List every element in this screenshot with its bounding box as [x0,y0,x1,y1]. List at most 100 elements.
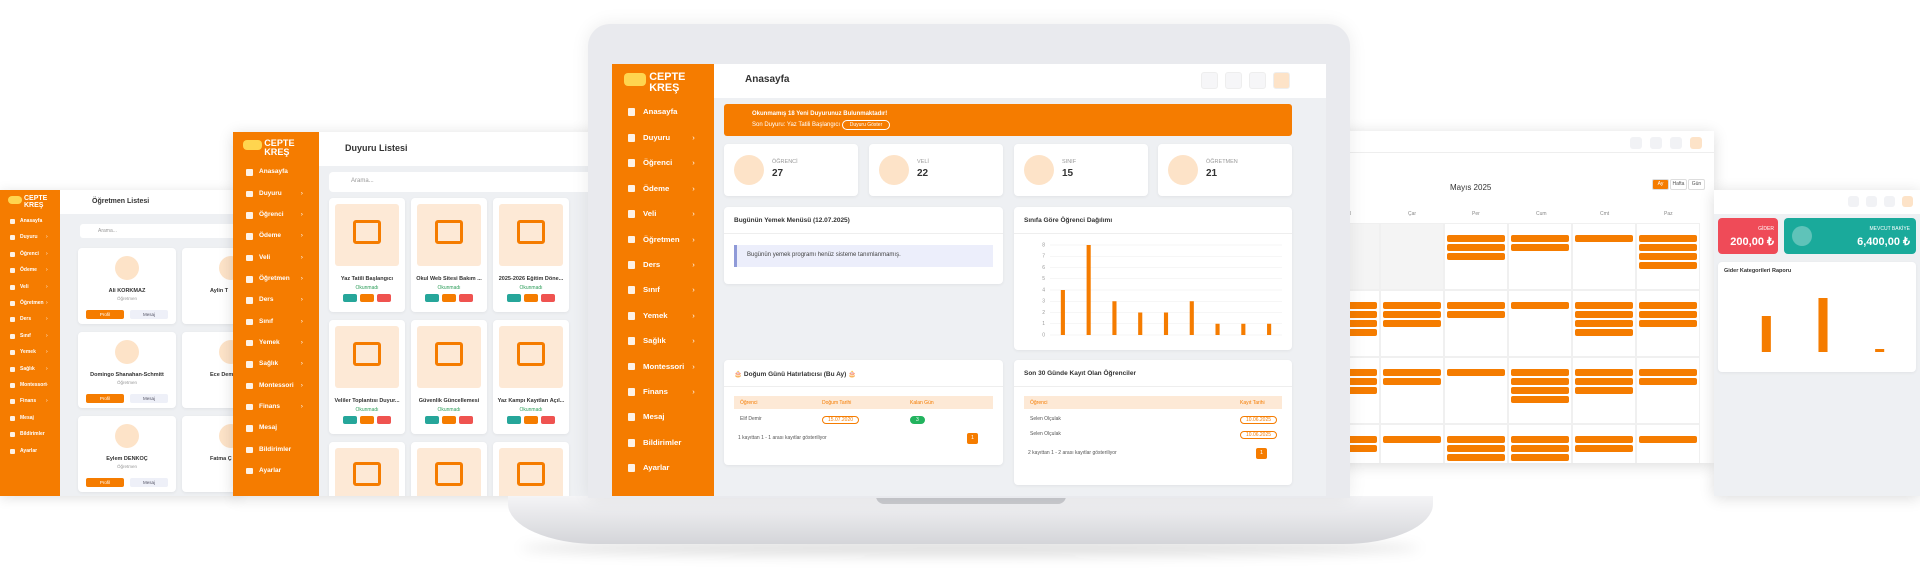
header-icon[interactable] [1273,72,1290,89]
menu-item[interactable]: Veli [643,209,657,219]
banner-button[interactable]: Duyuru Göster [842,120,890,130]
day-cell [1572,357,1636,424]
view-button[interactable]: Hafta [1670,179,1687,190]
menu-item[interactable]: Veli [259,253,271,261]
action-button[interactable] [459,294,473,302]
header-icon[interactable] [1249,72,1266,89]
bar [1215,323,1220,335]
header-icon[interactable] [1201,72,1218,89]
menu-item[interactable]: Öğrenci [643,158,673,168]
menu-item[interactable]: Sağlık [20,365,35,372]
action-button[interactable] [377,416,391,424]
menu-item[interactable]: Bildirimler [20,431,45,438]
announcement-title: Yaz Tatili Başlangıcı [340,276,394,282]
teacher-name: Ece Dem [210,372,234,378]
card-title: Bugünün Yemek Menüsü (12.07.2025) [734,217,850,224]
menu-item[interactable]: Duyuru [643,132,671,142]
menu-item[interactable]: Finans [643,387,668,397]
card-title: Son 30 Günde Kayıt Olan Öğrenciler [1024,370,1136,377]
menu-item[interactable]: Ayarlar [643,463,670,473]
menu-item[interactable]: Anasayfa [259,168,288,176]
stat-icon [879,155,909,185]
menu-item[interactable]: Montessori [643,361,685,371]
menu-item[interactable]: Montessori [20,382,47,388]
event [1447,235,1505,242]
menu-item[interactable]: Sınıf [643,285,660,295]
menu-item[interactable]: Sınıf [259,317,274,325]
action-button[interactable] [442,416,456,424]
view-button[interactable]: Ay [1652,179,1669,190]
menu-item[interactable]: Bildirimler [643,437,682,447]
action-button[interactable] [442,294,456,302]
action-button[interactable] [425,294,439,302]
profile-button[interactable]: Profil [86,394,124,403]
menu-item[interactable]: Yemek [20,349,36,356]
logo-icon [624,73,647,86]
action-button[interactable] [459,416,473,424]
menu-item[interactable]: Anasayfa [20,218,43,224]
action-button[interactable] [343,416,357,424]
action-button[interactable] [360,294,374,302]
profile-button[interactable]: Profil [86,310,124,319]
menu-item[interactable]: Öğretmen [259,275,290,282]
menu-icon [246,361,253,368]
event [1575,369,1633,376]
menu-item[interactable]: Yemek [259,338,280,346]
header-icon [1848,196,1859,207]
menu-item[interactable]: Öğrenci [259,211,284,219]
message-button[interactable]: Mesaj [130,478,168,487]
announcement-card: Güvenlik Güncellemesi Okunmadı [411,320,487,434]
menu-item[interactable]: Duyuru [20,234,38,241]
message-button[interactable]: Mesaj [130,310,168,319]
menu-item[interactable]: Finans [259,402,280,410]
menu-item[interactable]: Mesaj [259,424,278,432]
menu-item[interactable]: Finans [20,398,37,405]
action-button[interactable] [425,416,439,424]
chevron: › [46,250,48,257]
event [1575,378,1633,385]
menu-item[interactable]: Ödeme [20,267,37,274]
menu-item[interactable]: Öğrenci [20,250,39,257]
menu-item[interactable]: Ödeme [259,232,282,240]
action-button[interactable] [541,416,555,424]
menu-item[interactable]: Bildirimler [259,445,292,453]
message-button[interactable]: Mesaj [130,394,168,403]
profile-button[interactable]: Profil [86,478,124,487]
menu-icon [246,382,253,390]
action-button[interactable] [507,416,521,424]
menu-item[interactable]: Ödeme [643,183,670,193]
chevron: › [692,209,695,219]
action-button[interactable] [541,294,555,302]
menu-item[interactable]: Mesaj [20,414,34,421]
menu-item[interactable]: Sağlık [259,360,279,368]
menu-item[interactable]: Anasayfa [643,107,678,117]
page-button[interactable]: 1 [1256,448,1267,459]
menu-item[interactable]: Duyuru [259,189,282,197]
menu-item[interactable]: Ders [259,296,274,304]
menu-item[interactable]: Öğretmen [20,300,44,306]
menu-item[interactable]: Ders [20,316,32,323]
menu-item[interactable]: Mesaj [643,412,665,422]
action-button[interactable] [507,294,521,302]
teacher-card: Eylem DENKOÇ Öğretmen Profil Mesaj [78,416,176,492]
page-button[interactable]: 1 [967,433,978,444]
action-button[interactable] [524,294,538,302]
menu-item[interactable]: Sağlık [643,336,666,346]
action-button[interactable] [377,294,391,302]
menu-item[interactable]: Veli [20,283,29,290]
menu-item[interactable]: Ders [643,259,661,269]
menu-item[interactable]: Öğretmen [643,234,680,244]
menu-item[interactable]: Montessori [259,381,294,389]
menu-item[interactable]: Yemek [643,310,668,320]
y-tick-label: 6 [1042,265,1045,271]
menu-item[interactable]: Sınıf [20,332,31,339]
menu-item[interactable]: Ayarlar [259,466,282,474]
chevron: › [46,398,48,405]
header-icon[interactable] [1225,72,1242,89]
action-button[interactable] [524,416,538,424]
view-button[interactable]: Gün [1688,179,1705,190]
action-button[interactable] [360,416,374,424]
image-placeholder [499,448,563,496]
menu-item[interactable]: Ayarlar [20,447,38,454]
action-button[interactable] [343,294,357,302]
